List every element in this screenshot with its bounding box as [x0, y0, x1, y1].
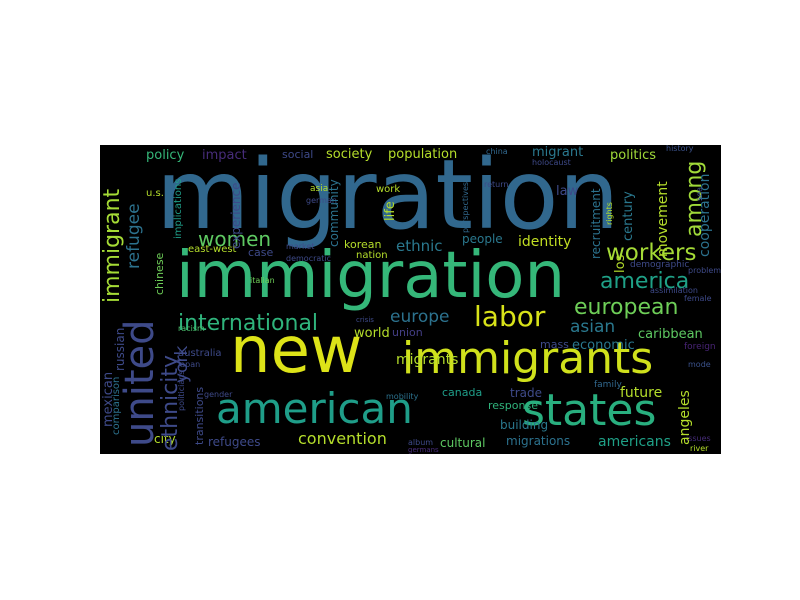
word-eastwest: east-west — [188, 244, 237, 255]
word-case: case — [248, 246, 274, 259]
word-demographic: demographic — [630, 260, 690, 270]
word-new: new — [230, 314, 363, 388]
word-migration: migration — [156, 145, 620, 251]
word-building: building — [500, 418, 549, 432]
word-identity: identity — [518, 234, 572, 250]
word-canada: canada — [442, 386, 483, 399]
word-problem: problem — [688, 266, 721, 275]
word-sea: sea — [695, 187, 704, 201]
word-racism: racism — [178, 324, 205, 333]
word-germans: germans — [408, 446, 439, 454]
word-mode: mode — [688, 360, 711, 369]
word-city: city — [154, 432, 176, 446]
word-european: european — [574, 295, 679, 320]
word-social: social — [282, 148, 314, 161]
word-response: response — [488, 399, 538, 412]
word-states: states — [522, 385, 657, 436]
word-americans: americans — [598, 434, 671, 450]
word-women: women — [198, 227, 272, 251]
word-gender: gender — [204, 390, 233, 399]
word-immigrants: immigrants — [402, 333, 654, 384]
word-experience: experience — [229, 182, 243, 249]
word-population: population — [388, 147, 458, 162]
word-assimilation: assimilation — [650, 286, 698, 295]
word-american: american — [216, 384, 413, 433]
word-asian: asian — [570, 317, 616, 337]
word-italian: italian — [250, 276, 275, 285]
word-crisis: crisis — [356, 316, 374, 324]
word-migrant: migrant — [532, 145, 584, 160]
word-transitions: transitions — [193, 386, 206, 445]
word-us: u.s. — [146, 188, 164, 199]
word-immigration: immigration — [176, 239, 565, 313]
word-return: return — [484, 180, 509, 189]
word-implications: implications — [173, 178, 184, 239]
word-impact: impact — [202, 148, 247, 163]
word-comparison: comparison — [111, 376, 122, 435]
word-mass: mass — [540, 338, 569, 351]
word-perspectives: perspectives — [461, 181, 470, 233]
word-policy: policy — [146, 148, 185, 163]
word-law: law — [556, 184, 579, 199]
word-democratic: democratic — [286, 254, 332, 263]
word-cloud: policy impact social society population … — [100, 145, 721, 454]
word-family: family — [594, 380, 622, 390]
word-century: century — [621, 191, 636, 241]
word-america: america — [600, 269, 690, 294]
word-cultural: cultural — [440, 436, 486, 450]
word-rights: rights — [605, 202, 614, 225]
word-people: people — [462, 232, 503, 246]
word-holocaust: holocaust — [532, 158, 571, 167]
word-foreign: foreign — [684, 342, 716, 352]
word-economic: economic — [572, 338, 635, 353]
word-trade: trade — [510, 386, 542, 400]
word-female: female — [684, 294, 712, 303]
word-europe: europe — [390, 307, 450, 327]
word-china: china — [486, 147, 508, 156]
word-work: work — [376, 184, 401, 195]
word-union: union — [392, 326, 423, 339]
word-river: river — [690, 444, 709, 453]
word-society: society — [326, 147, 373, 162]
word-caribbean: caribbean — [638, 327, 703, 342]
word-international: international — [178, 311, 319, 336]
word-australia: australia — [178, 348, 222, 359]
word-market: market — [286, 242, 315, 251]
word-future: future — [620, 385, 663, 401]
word-politics: politics — [610, 148, 657, 163]
word-refugees: refugees — [208, 435, 261, 449]
word-world: world — [354, 326, 390, 341]
word-refugee: refugee — [124, 203, 144, 269]
word-ethnic: ethnic — [396, 237, 443, 255]
word-convention: convention — [298, 429, 387, 448]
word-german: german — [306, 196, 337, 205]
word-japan: japan — [178, 360, 201, 369]
word-nation: nation — [356, 250, 388, 261]
word-issues: issues — [686, 434, 711, 443]
word-album: album — [408, 438, 434, 447]
word-migrants: migrants — [396, 352, 459, 368]
word-korean: korean — [344, 238, 382, 251]
word-history: history — [666, 145, 694, 153]
word-chinese: chinese — [153, 252, 166, 295]
word-recruitment: recruitment — [589, 188, 603, 259]
word-asia: asia — [310, 184, 329, 194]
word-russian: russian — [113, 327, 127, 371]
word-angeles: angeles — [677, 390, 693, 445]
word-politicians: politicians — [177, 370, 186, 411]
word-mobility: mobility — [386, 392, 419, 401]
word-community: community — [327, 179, 341, 247]
word-immigrant: immigrant — [100, 188, 125, 303]
word-los: los — [613, 254, 628, 273]
word-migrations: migrations — [506, 434, 571, 448]
word-movement: movement — [655, 181, 671, 257]
word-labor: labor — [474, 300, 546, 333]
word-life: life — [383, 201, 398, 221]
word-workers: workers — [606, 240, 697, 266]
